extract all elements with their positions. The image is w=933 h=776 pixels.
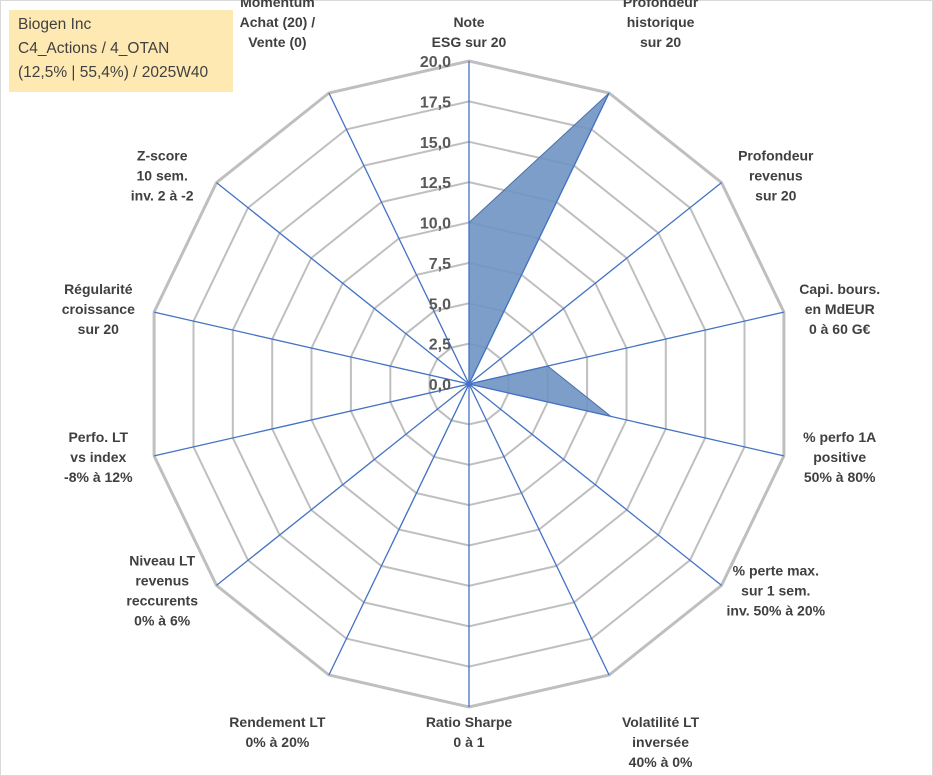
axis-label-text: Profondeur historique sur 20 xyxy=(623,0,699,50)
chart-title-line-2: C4_Actions / 4_OTAN xyxy=(18,40,170,57)
axis-spoke-12 xyxy=(153,311,470,385)
tick-label: 0,0 xyxy=(429,377,451,394)
axis-label-5: % perfo 1A positive 50% à 80% xyxy=(803,429,876,485)
axis-label-line: % perte max. xyxy=(733,563,819,579)
axis-label-line: Niveau LT xyxy=(129,553,195,569)
axis-label-line: 0% à 20% xyxy=(245,734,309,750)
axis-spoke-10 xyxy=(216,383,470,586)
axis-label-text: % perfo 1A positive 50% à 80% xyxy=(803,429,876,485)
axis-label-4: Capi. bours. en MdEUR 0 à 60 G€ xyxy=(799,281,880,337)
chart-title-box: Biogen Inc C4_Actions / 4_OTAN (12,5% | … xyxy=(9,10,233,92)
axis-label-line: inv. 50% à 20% xyxy=(727,603,826,619)
axis-label-line: Perfo. LT xyxy=(68,429,128,445)
axis-label-9: Rendement LT 0% à 20% xyxy=(229,714,326,750)
tick-label: 20,0 xyxy=(420,54,451,71)
axis-label-line: sur 20 xyxy=(755,187,796,203)
axis-label-line: Ratio Sharpe xyxy=(426,714,513,730)
axis-label-line: 0% à 6% xyxy=(134,613,191,629)
axis-label-line: positive xyxy=(813,449,866,465)
axis-label-line: sur 20 xyxy=(640,34,681,50)
radar-tick-labels: 0,0 2,5 5,0 7,5 10,0 12,5 15,0 17,5 20,0 xyxy=(420,54,451,394)
axis-label-line: Capi. bours. xyxy=(799,281,880,297)
axis-spoke-14 xyxy=(328,92,470,385)
axis-label-3: Profondeur revenus sur 20 xyxy=(738,147,814,203)
axis-label-line: 10 sem. xyxy=(137,167,188,183)
chart-title-line-1: Biogen Inc xyxy=(18,16,92,33)
axis-label-line: 40% à 0% xyxy=(629,754,693,770)
axis-label-line: Momentum xyxy=(240,0,315,10)
tick-label: 2,5 xyxy=(429,337,451,354)
axis-label-14: Momentum Achat (20) / Vente (0) xyxy=(240,0,316,50)
axis-label-line: revenus xyxy=(135,573,189,589)
axis-label-line: Volatilité LT xyxy=(622,714,700,730)
axis-label-13: Z-score 10 sem. inv. 2 à -2 xyxy=(131,147,194,203)
axis-spoke-11 xyxy=(153,383,470,457)
axis-label-line: % perfo 1A xyxy=(803,429,876,445)
axis-label-line: vs index xyxy=(70,449,126,465)
axis-spoke-4 xyxy=(468,311,785,385)
axis-label-text: Ratio Sharpe 0 à 1 xyxy=(426,714,513,750)
axis-label-line: inv. 2 à -2 xyxy=(131,187,194,203)
axis-label-6: % perte max. sur 1 sem. inv. 50% à 20% xyxy=(727,563,826,619)
axis-label-line: en MdEUR xyxy=(805,301,875,317)
tick-label: 7,5 xyxy=(429,256,451,273)
axis-label-line: Régularité xyxy=(64,281,133,297)
axis-label-line: 50% à 80% xyxy=(804,469,876,485)
axis-label-text: Rendement LT 0% à 20% xyxy=(229,714,326,750)
tick-label: 10,0 xyxy=(420,216,451,233)
axis-label-text: Niveau LT revenus reccurents 0% à 6% xyxy=(126,553,198,629)
axis-label-line: Achat (20) / xyxy=(240,14,316,30)
axis-label-line: Note xyxy=(453,14,484,30)
axis-label-text: % perte max. sur 1 sem. inv. 50% à 20% xyxy=(727,563,826,619)
axis-spoke-9 xyxy=(328,383,470,676)
axis-label-11: Perfo. LT vs index -8% à 12% xyxy=(64,429,133,485)
axis-label-text: Perfo. LT vs index -8% à 12% xyxy=(64,429,133,485)
axis-label-line: Vente (0) xyxy=(248,34,306,50)
axis-label-line: 0 à 1 xyxy=(453,734,484,750)
axis-label-7: Volatilité LT inversée 40% à 0% xyxy=(622,714,700,770)
tick-label: 12,5 xyxy=(420,175,451,192)
axis-label-text: Momentum Achat (20) / Vente (0) xyxy=(240,0,316,50)
axis-spoke-13 xyxy=(216,182,470,385)
axis-label-line: revenus xyxy=(749,167,803,183)
axis-label-1: Note ESG sur 20 xyxy=(432,14,507,50)
axis-label-text: Régularité croissance sur 20 xyxy=(62,281,135,337)
radar-spokes xyxy=(153,61,785,707)
axis-spoke-6 xyxy=(468,383,722,586)
axis-label-10: Niveau LT revenus reccurents 0% à 6% xyxy=(126,553,198,629)
axis-label-line: 0 à 60 G€ xyxy=(809,321,871,337)
axis-label-text: Volatilité LT inversée 40% à 0% xyxy=(622,714,700,770)
axis-label-line: ESG sur 20 xyxy=(432,34,507,50)
axis-spoke-7 xyxy=(468,383,610,676)
tick-label: 5,0 xyxy=(429,296,451,313)
radar-axis-labels: Note ESG sur 20 Profondeur historique sur 20… xyxy=(62,0,880,770)
axis-label-text: Capi. bours. en MdEUR 0 à 60 G€ xyxy=(799,281,880,337)
axis-label-line: Profondeur xyxy=(623,0,699,10)
axis-label-text: Profondeur revenus sur 20 xyxy=(738,147,814,203)
axis-spoke-5 xyxy=(468,383,785,457)
axis-label-12: Régularité croissance sur 20 xyxy=(62,281,135,337)
axis-label-line: -8% à 12% xyxy=(64,469,133,485)
axis-label-line: historique xyxy=(627,14,695,30)
axis-spoke-2 xyxy=(468,92,610,385)
axis-label-line: Rendement LT xyxy=(229,714,326,730)
axis-label-2: Profondeur historique sur 20 xyxy=(623,0,699,50)
chart-title-line-3: (12,5% | 55,4%) / 2025W40 xyxy=(18,64,209,81)
axis-spoke-3 xyxy=(468,182,722,385)
axis-label-line: Profondeur xyxy=(738,147,814,163)
axis-label-line: Z-score xyxy=(137,147,188,163)
tick-label: 17,5 xyxy=(420,94,451,111)
axis-label-text: Note ESG sur 20 xyxy=(432,14,507,50)
axis-label-line: sur 20 xyxy=(78,321,119,337)
axis-label-8: Ratio Sharpe 0 à 1 xyxy=(426,714,513,750)
axis-label-line: croissance xyxy=(62,301,135,317)
axis-label-line: reccurents xyxy=(126,593,198,609)
axis-label-line: sur 1 sem. xyxy=(741,583,810,599)
axis-label-text: Z-score 10 sem. inv. 2 à -2 xyxy=(131,147,194,203)
axis-label-line: inversée xyxy=(632,734,689,750)
tick-label: 15,0 xyxy=(420,135,451,152)
